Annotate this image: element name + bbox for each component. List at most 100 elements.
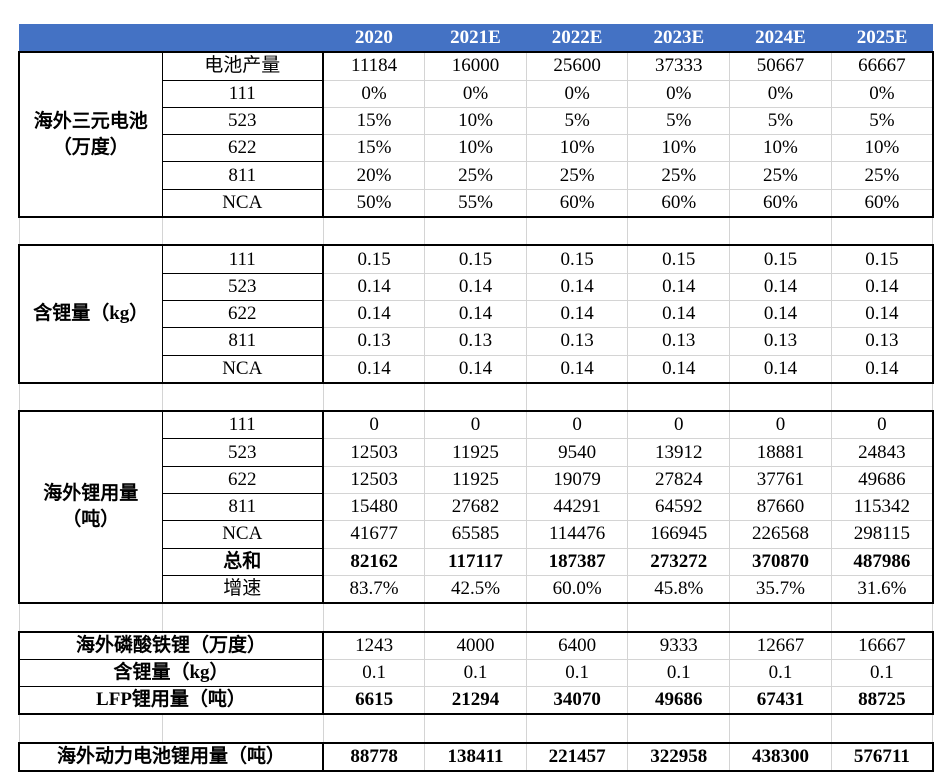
empty-cell bbox=[18, 216, 163, 246]
value-cell: 11925 bbox=[424, 438, 527, 467]
empty-cell bbox=[161, 713, 324, 744]
value-cell: 370870 bbox=[729, 547, 832, 576]
value-cell: 0.14 bbox=[424, 272, 527, 301]
table-section: 海外动力电池锂用量（吨） 88778 138411 221457 322958 43830… bbox=[18, 742, 934, 772]
section-label: 含锂量（kg） bbox=[18, 244, 163, 384]
value-cell: 138411 bbox=[424, 742, 527, 772]
table-section: 海外三元电池（万度） 电池产量 11184 16000 25600 37333 50667 6… bbox=[18, 51, 934, 218]
value-cell: 16667 bbox=[830, 631, 934, 660]
empty-cell bbox=[322, 216, 426, 246]
table-row: 622 0.14 0.14 0.14 0.14 0.14 0.14 bbox=[19, 299, 934, 329]
section-label: 海外锂用量（吨） bbox=[18, 410, 163, 604]
row-label: 电池产量 bbox=[161, 51, 324, 81]
value-cell: 41677 bbox=[322, 520, 426, 549]
row-label: NCA bbox=[161, 520, 324, 549]
value-cell: 44291 bbox=[525, 493, 629, 522]
row-label: 523 bbox=[161, 438, 324, 467]
value-cell: 0.14 bbox=[525, 299, 629, 329]
header-corner bbox=[18, 24, 324, 53]
empty-cell bbox=[161, 382, 324, 412]
row-label: 含锂量（kg） bbox=[18, 658, 324, 688]
row-label: 523 bbox=[161, 106, 324, 136]
row-label: 811 bbox=[161, 327, 324, 356]
value-cell: 0.14 bbox=[830, 354, 934, 384]
value-cell: 1243 bbox=[322, 631, 426, 660]
value-cell: 12503 bbox=[322, 465, 426, 495]
value-cell: 0.13 bbox=[424, 327, 527, 356]
value-cell: 0.14 bbox=[729, 272, 832, 301]
value-cell: 0.13 bbox=[322, 327, 426, 356]
value-cell: 67431 bbox=[729, 686, 832, 715]
value-cell: 25% bbox=[729, 161, 832, 190]
value-cell: 27824 bbox=[627, 465, 731, 495]
value-cell: 117117 bbox=[424, 547, 527, 576]
value-cell: 0.14 bbox=[830, 299, 934, 329]
empty-cell bbox=[525, 382, 629, 412]
value-cell: 9540 bbox=[525, 438, 629, 467]
table-row: 622 12503 11925 19079 27824 37761 49686 bbox=[19, 465, 934, 495]
year-header: 2023E bbox=[627, 24, 731, 53]
empty-cell bbox=[729, 216, 832, 246]
row-label: NCA bbox=[161, 188, 324, 218]
value-cell: 60% bbox=[525, 188, 629, 218]
value-cell: 37333 bbox=[627, 51, 731, 81]
value-cell: 19079 bbox=[525, 465, 629, 495]
row-label: 811 bbox=[161, 493, 324, 522]
value-cell: 0.15 bbox=[627, 244, 731, 274]
value-cell: 87660 bbox=[729, 493, 832, 522]
row-label: 总和 bbox=[161, 547, 324, 576]
lithium-demand-table: 2020 2021E 2022E 2023E 2024E 2025E 海外三元电池（万度）… bbox=[18, 24, 934, 772]
value-cell: 12503 bbox=[322, 438, 426, 467]
table-row: 622 15% 10% 10% 10% 10% 10% bbox=[19, 134, 934, 163]
value-cell: 0.14 bbox=[627, 272, 731, 301]
row-label: LFP锂用量（吨） bbox=[18, 686, 324, 715]
value-cell: 45.8% bbox=[627, 574, 731, 604]
value-cell: 60.0% bbox=[525, 574, 629, 604]
row-label: 111 bbox=[161, 79, 324, 108]
table-row: 523 15% 10% 5% 5% 5% 5% bbox=[19, 106, 934, 136]
value-cell: 0.1 bbox=[729, 658, 832, 688]
value-cell: 0 bbox=[525, 410, 629, 440]
table-row: 111 0% 0% 0% 0% 0% 0% bbox=[19, 79, 934, 108]
value-cell: 0.15 bbox=[525, 244, 629, 274]
empty-cell bbox=[525, 216, 629, 246]
spacer-row bbox=[18, 602, 934, 633]
value-cell: 0.1 bbox=[525, 658, 629, 688]
value-cell: 0.14 bbox=[424, 354, 527, 384]
value-cell: 20% bbox=[322, 161, 426, 190]
table-row: 523 12503 11925 9540 13912 18881 24843 bbox=[19, 438, 934, 467]
value-cell: 27682 bbox=[424, 493, 527, 522]
table-row: 海外动力电池锂用量（吨） 88778 138411 221457 322958 43830… bbox=[18, 742, 934, 772]
value-cell: 438300 bbox=[729, 742, 832, 772]
value-cell: 25% bbox=[627, 161, 731, 190]
value-cell: 10% bbox=[424, 134, 527, 163]
year-header: 2022E bbox=[525, 24, 629, 53]
value-cell: 4000 bbox=[424, 631, 527, 660]
row-label: 海外动力电池锂用量（吨） bbox=[18, 742, 324, 772]
value-cell: 5% bbox=[729, 106, 832, 136]
empty-cell bbox=[424, 216, 527, 246]
value-cell: 11925 bbox=[424, 465, 527, 495]
value-cell: 187387 bbox=[525, 547, 629, 576]
value-cell: 0.1 bbox=[424, 658, 527, 688]
empty-cell bbox=[322, 602, 426, 633]
empty-cell bbox=[627, 382, 731, 412]
value-cell: 65585 bbox=[424, 520, 527, 549]
empty-cell bbox=[424, 382, 527, 412]
value-cell: 50% bbox=[322, 188, 426, 218]
value-cell: 0.13 bbox=[830, 327, 934, 356]
table-section: 含锂量（kg） 111 0.15 0.15 0.15 0.15 0.15 0.15 523 0.1… bbox=[18, 244, 934, 384]
value-cell: 487986 bbox=[830, 547, 934, 576]
row-label: NCA bbox=[161, 354, 324, 384]
row-label: 622 bbox=[161, 299, 324, 329]
empty-cell bbox=[525, 713, 629, 744]
value-cell: 0.15 bbox=[424, 244, 527, 274]
value-cell: 10% bbox=[729, 134, 832, 163]
value-cell: 0.13 bbox=[729, 327, 832, 356]
value-cell: 0.14 bbox=[424, 299, 527, 329]
table-row: NCA 0.14 0.14 0.14 0.14 0.14 0.14 bbox=[19, 354, 934, 384]
value-cell: 60% bbox=[627, 188, 731, 218]
value-cell: 0.14 bbox=[627, 299, 731, 329]
value-cell: 5% bbox=[525, 106, 629, 136]
year-header: 2025E bbox=[830, 24, 934, 53]
